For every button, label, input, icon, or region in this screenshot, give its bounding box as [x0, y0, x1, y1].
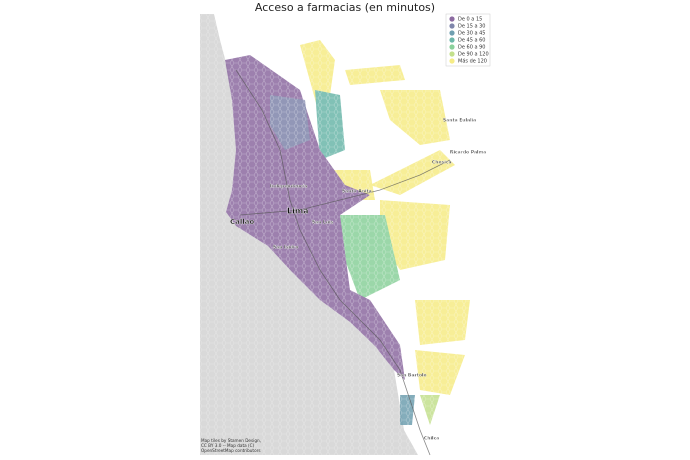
place-label: Santa Eulalia [443, 118, 476, 124]
legend-swatch [449, 37, 455, 43]
place-label: Callao [230, 218, 254, 226]
legend-swatch [449, 58, 455, 64]
hex-layer [200, 14, 490, 455]
legend-label: De 60 a 90 [458, 45, 485, 51]
place-label: Chosica [432, 160, 452, 166]
legend-swatch [449, 23, 455, 29]
map-title: Acceso a farmacias (en minutos) [255, 1, 435, 14]
legend-label: De 30 a 45 [458, 31, 485, 37]
place-label: Santa Anita [342, 189, 372, 195]
attribution: OpenStreetMap contributors [201, 448, 261, 453]
attribution: Map tiles by Stamen Design, [201, 438, 261, 443]
legend-label: De 45 a 60 [458, 38, 485, 44]
legend-label: De 90 a 120 [458, 52, 489, 58]
legend-label: De 15 a 30 [458, 24, 485, 30]
legend-label: De 0 a 15 [458, 17, 482, 23]
place-label: San Bartolo [397, 373, 427, 379]
legend-swatch [449, 16, 455, 22]
legend-swatch [449, 30, 455, 36]
legend-label: Más de 120 [458, 58, 487, 65]
place-label: Lima [287, 207, 309, 216]
place-label: Ricardo Palma [450, 150, 486, 156]
place-label: Independencia [270, 184, 307, 190]
legend-swatch [449, 51, 455, 57]
place-label: San Luis [312, 220, 334, 226]
roads [235, 69, 451, 456]
place-label: San Isidro [273, 245, 298, 251]
place-label: Chilca [424, 436, 439, 442]
attribution: CC BY 3.0 -- Map data (C) [201, 443, 255, 448]
legend-swatch [449, 44, 455, 50]
